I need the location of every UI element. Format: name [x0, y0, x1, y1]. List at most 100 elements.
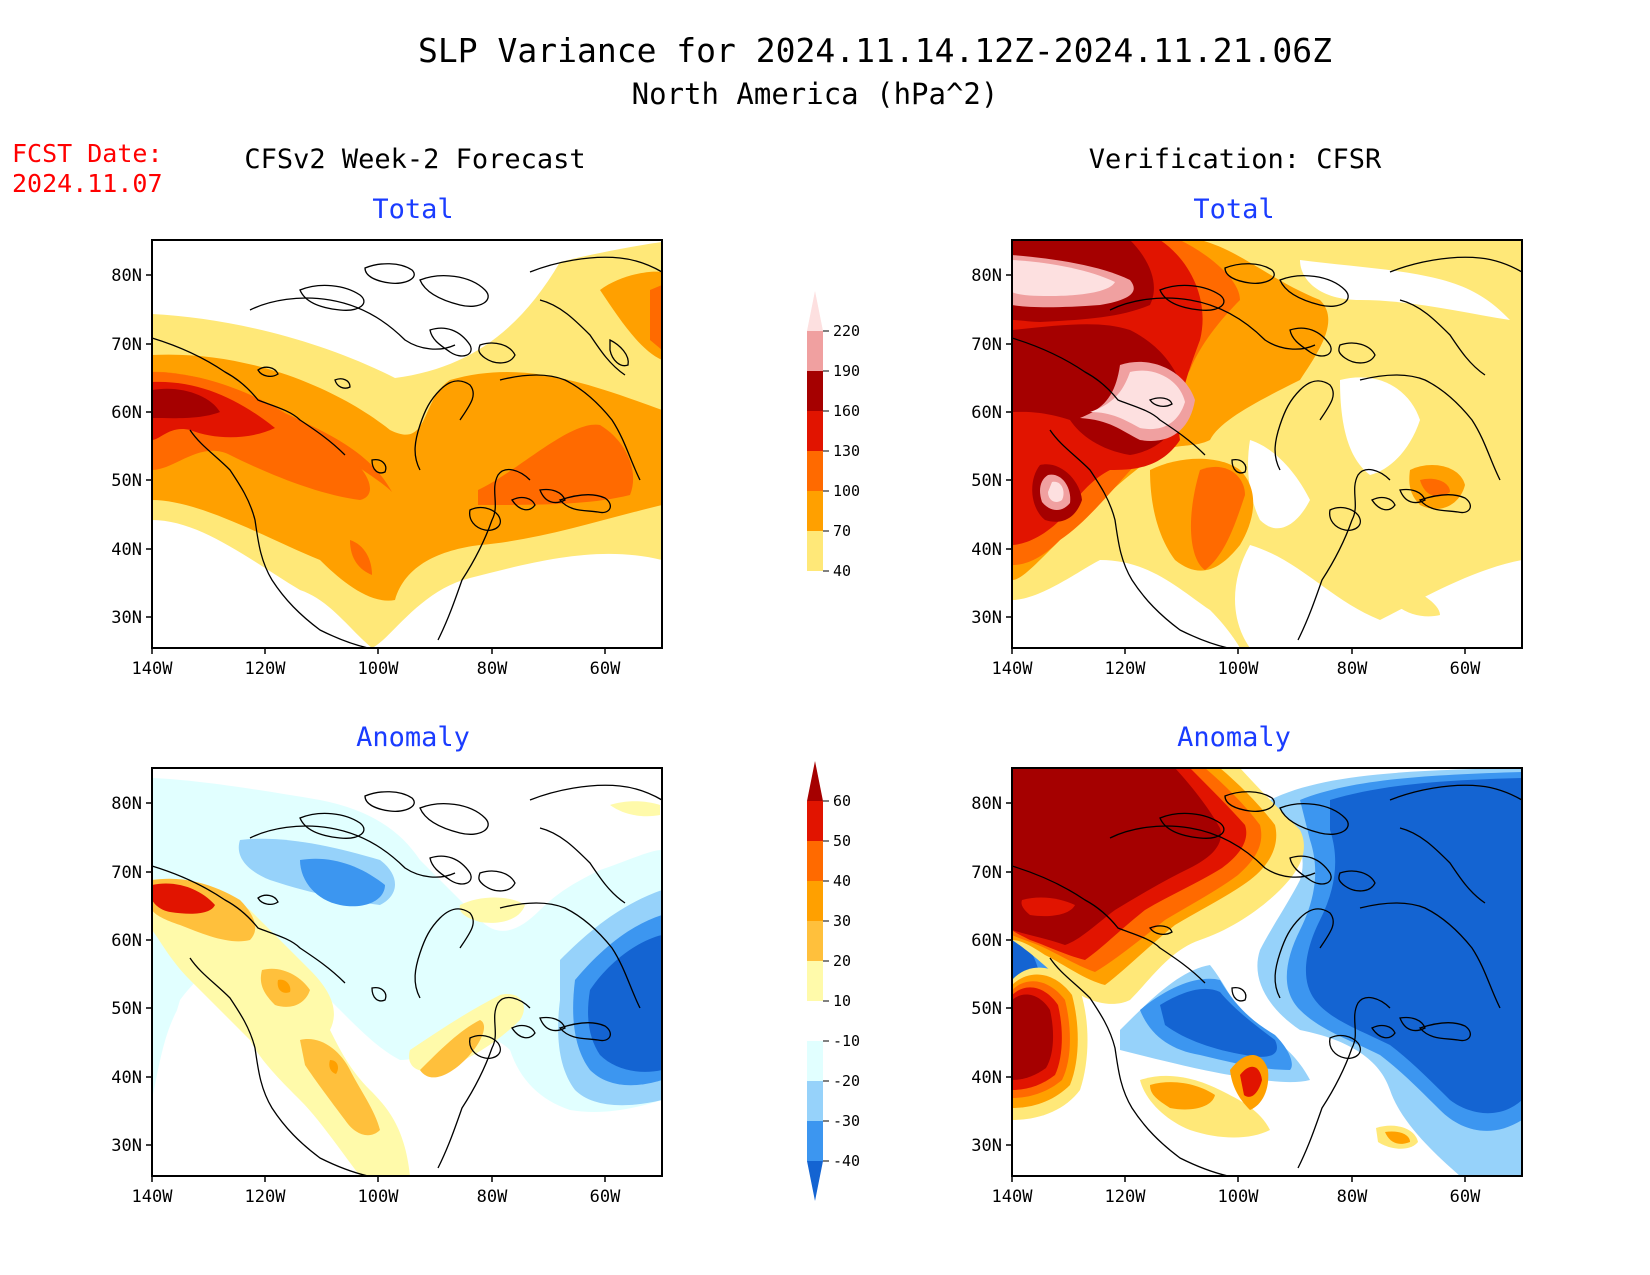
- shading-forecast-total: [152, 242, 662, 648]
- lat-label: 60N: [111, 403, 142, 423]
- panel-title-forecast-total: Total: [372, 194, 453, 225]
- colorbar-label: -30: [833, 1112, 860, 1130]
- lat-label: 80N: [111, 266, 142, 286]
- colorbar-label: 40: [833, 872, 851, 890]
- lon-label: 120W: [1105, 659, 1147, 679]
- lat-label: 50N: [971, 999, 1002, 1019]
- map-frame: [151, 239, 663, 649]
- colorbar-swatch: [807, 1121, 823, 1161]
- colorbar-swatch: [807, 1001, 823, 1041]
- panel-title-forecast-anomaly: Anomaly: [356, 722, 470, 753]
- fcst-date-value: 2024.11.07: [12, 169, 163, 198]
- coastlines-verification-total: [1011, 256, 1523, 649]
- lon-label: 60W: [1450, 1187, 1481, 1207]
- shading-forecast-anomaly: [152, 778, 662, 1176]
- colorbar-swatch: [807, 531, 823, 571]
- lon-label: 140W: [132, 1187, 174, 1207]
- colorbar-swatch: [807, 491, 823, 531]
- axis-ticks: [146, 802, 606, 1182]
- axis-labels: 80N 70N 60N 50N 40N 30N 140W 120W 100W 8…: [971, 794, 1481, 1207]
- colorbar-label: 190: [833, 362, 860, 380]
- lon-label: 80W: [1337, 1187, 1368, 1207]
- left-column-title: CFSv2 Week-2 Forecast: [244, 144, 585, 175]
- lat-label: 40N: [971, 1068, 1002, 1088]
- colorbar-label: 130: [833, 442, 860, 460]
- map-forecast-anomaly: 80N 70N 60N 50N 40N 30N 140W 120W 100W 8…: [111, 767, 663, 1207]
- figure-title: SLP Variance for 2024.11.14.12Z-2024.11.…: [418, 31, 1332, 70]
- lat-label: 70N: [971, 863, 1002, 883]
- lat-label: 40N: [111, 540, 142, 560]
- colorbar-label: 70: [833, 522, 851, 540]
- lat-label: 50N: [111, 999, 142, 1019]
- colorbar-label: 30: [833, 912, 851, 930]
- lat-label: 60N: [111, 931, 142, 951]
- colorbar-label: 60: [833, 792, 851, 810]
- lat-label: 30N: [111, 608, 142, 628]
- lat-label: 40N: [971, 540, 1002, 560]
- colorbar-label: 20: [833, 952, 851, 970]
- lat-label: 80N: [971, 794, 1002, 814]
- lat-label: 70N: [971, 335, 1002, 355]
- colorbar-label: 40: [833, 562, 851, 580]
- right-column-title: Verification: CFSR: [1089, 144, 1382, 175]
- colorbar-label: 100: [833, 482, 860, 500]
- lon-label: 80W: [477, 1187, 508, 1207]
- axis-ticks: [146, 274, 606, 654]
- colorbar-arrow-high: [807, 761, 823, 801]
- colorbar-anomaly: -40 -30 -20 -10 10 20 30 40 50 60: [807, 761, 860, 1201]
- colorbar-label: 220: [833, 322, 860, 340]
- colorbar-swatch: [807, 451, 823, 491]
- colorbar-swatch: [807, 881, 823, 921]
- colorbar-label: -40: [833, 1152, 860, 1170]
- coastlines-forecast-anomaly: [151, 784, 663, 1177]
- colorbar-swatch: [807, 371, 823, 411]
- lon-label: 100W: [358, 1187, 400, 1207]
- coastlines-verification-anomaly: [1011, 784, 1523, 1177]
- colorbar-swatch: [807, 841, 823, 881]
- colorbar-label: -20: [833, 1072, 860, 1090]
- lat-label: 50N: [971, 471, 1002, 491]
- lon-label: 80W: [477, 659, 508, 679]
- lon-label: 120W: [245, 1187, 287, 1207]
- map-frame: [151, 767, 663, 1177]
- lat-label: 60N: [971, 403, 1002, 423]
- lat-label: 70N: [111, 335, 142, 355]
- coastlines-forecast-total: [151, 256, 663, 649]
- lat-label: 60N: [971, 931, 1002, 951]
- panel-title-verification-total: Total: [1193, 194, 1274, 225]
- lon-label: 100W: [1218, 1187, 1260, 1207]
- colorbar-label: 160: [833, 402, 860, 420]
- colorbar-swatch: [807, 961, 823, 1001]
- colorbar-total: 40 70 100 130 160 190 220: [807, 291, 860, 580]
- colorbar-swatch: [807, 801, 823, 841]
- fcst-date-label: FCST Date:: [12, 139, 163, 168]
- axis-labels: 80N 70N 60N 50N 40N 30N 140W 120W 100W 8…: [111, 794, 621, 1207]
- lat-label: 30N: [971, 1136, 1002, 1156]
- colorbar-label: -10: [833, 1032, 860, 1050]
- map-frame: [1011, 239, 1523, 649]
- colorbar-label: 10: [833, 992, 851, 1010]
- map-verification-total: 80N 70N 60N 50N 40N 30N 140W 120W 100W 8…: [971, 239, 1523, 679]
- axis-ticks: [1006, 802, 1466, 1182]
- lat-label: 80N: [111, 794, 142, 814]
- lon-label: 120W: [1105, 1187, 1147, 1207]
- lon-label: 140W: [992, 1187, 1034, 1207]
- lon-label: 140W: [992, 659, 1034, 679]
- lon-label: 140W: [132, 659, 174, 679]
- colorbar-swatch: [807, 331, 823, 371]
- lon-label: 60W: [1450, 659, 1481, 679]
- lat-label: 30N: [111, 1136, 142, 1156]
- lon-label: 60W: [590, 659, 621, 679]
- lat-label: 50N: [111, 471, 142, 491]
- map-verification-anomaly: 80N 70N 60N 50N 40N 30N 140W 120W 100W 8…: [971, 767, 1523, 1207]
- colorbar-swatch: [807, 1081, 823, 1121]
- colorbar-swatch: [807, 411, 823, 451]
- lon-label: 80W: [1337, 659, 1368, 679]
- lat-label: 30N: [971, 608, 1002, 628]
- axis-labels: 80N 70N 60N 50N 40N 30N 140W 120W 100W 8…: [111, 266, 621, 679]
- colorbar-arrow-high: [807, 291, 823, 331]
- figure-subtitle: North America (hPa^2): [632, 77, 999, 111]
- lon-label: 120W: [245, 659, 287, 679]
- colorbar-swatch: [807, 921, 823, 961]
